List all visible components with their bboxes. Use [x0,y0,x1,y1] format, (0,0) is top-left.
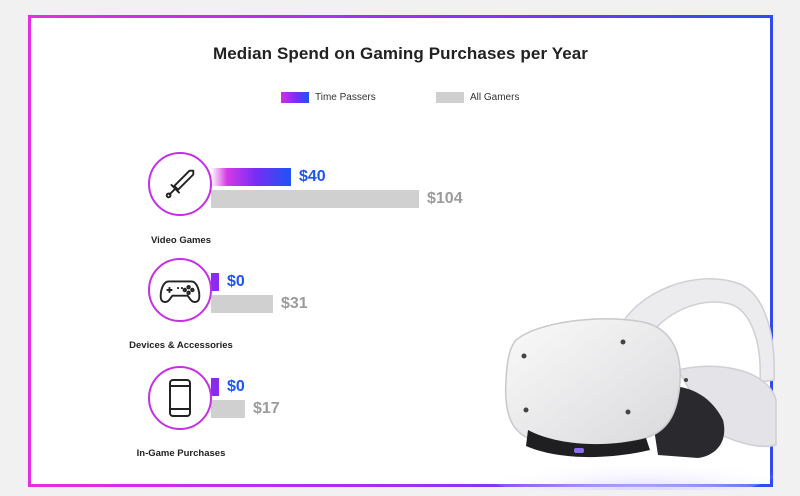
legend-label-time-passers: Time Passers [315,92,376,103]
category-label-devices: Devices & Accessories [129,340,233,351]
legend-time-passers: Time Passers [281,92,376,103]
value-label-all-gamers-video-games: $104 [427,190,463,207]
value-label-time-passers-in-game: $0 [227,378,245,395]
value-label-time-passers-video-games: $40 [299,168,326,185]
legend-swatch-all-gamers [436,92,464,103]
legend-label-all-gamers: All Gamers [470,92,520,103]
legend-swatch-time-passers [281,92,309,103]
category-circle-in-game [148,366,212,430]
bar-all-gamers-in-game [211,400,245,418]
gradient-frame: Median Spend on Gaming Purchases per Yea… [28,15,773,487]
bar-all-gamers-devices [211,295,273,313]
category-label-video-games: Video Games [150,235,212,246]
category-circle-video-games [148,152,212,216]
legend-all-gamers: All Gamers [436,92,519,103]
vr-headset-image [478,277,778,490]
value-label-all-gamers-devices: $31 [281,295,308,312]
bar-time-passers-in-game [211,378,219,396]
sword-icon [165,169,195,199]
bar-all-gamers-video-games [211,190,419,208]
bar-time-passers-devices [211,273,219,291]
smartphone-icon [169,379,191,417]
category-label-in-game: In-Game Purchases [136,448,226,459]
category-circle-devices [148,258,212,322]
bar-time-passers-video-games [211,168,291,186]
value-label-time-passers-devices: $0 [227,273,245,290]
gamepad-icon [159,280,201,303]
chart-title: Median Spend on Gaming Purchases per Yea… [212,44,589,63]
value-label-all-gamers-in-game: $17 [253,400,280,417]
